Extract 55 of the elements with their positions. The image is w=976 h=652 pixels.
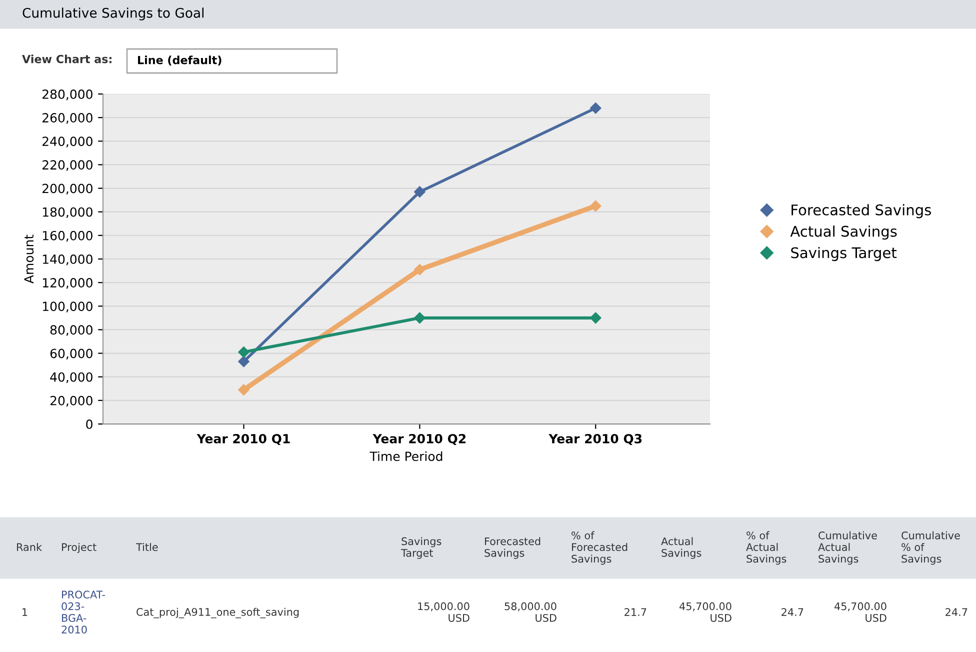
text: Actual Savings bbox=[661, 537, 702, 559]
y-tick-label: 0 bbox=[86, 419, 92, 429]
text: 24.7 bbox=[946, 608, 968, 616]
x-tick-label: Year 2010 Q1 bbox=[196, 434, 290, 446]
point bbox=[590, 200, 602, 212]
y-tick-label: 60,000 bbox=[50, 348, 92, 360]
y-tick-label: 80,000 bbox=[50, 325, 92, 336]
text: 1 bbox=[22, 608, 28, 616]
point bbox=[238, 356, 250, 368]
y-tick-label: 200,000 bbox=[42, 184, 92, 194]
text: 45,700.00 USD bbox=[679, 602, 732, 622]
legend-label: Forecasted Savings bbox=[792, 204, 931, 218]
text: Savings Target bbox=[400, 537, 442, 559]
y-tick-label: 120,000 bbox=[42, 278, 92, 289]
text: Forecasted Savings bbox=[484, 537, 540, 559]
point bbox=[414, 264, 426, 276]
y-axis-title: Amount bbox=[24, 234, 34, 284]
text: Cat_proj_A911_one_soft_saving bbox=[136, 608, 299, 618]
x-tick-label: Year 2010 Q2 bbox=[372, 434, 466, 446]
text: Cumulative % of Savings bbox=[902, 531, 960, 565]
point bbox=[590, 102, 602, 114]
text: Line (default) bbox=[138, 56, 222, 66]
text: Project bbox=[62, 542, 96, 554]
chart-title: Cumulative Savings to Goal bbox=[22, 8, 204, 20]
y-tick-label: 140,000 bbox=[42, 254, 92, 266]
text: % of Actual Savings bbox=[746, 531, 786, 565]
text: Title bbox=[136, 542, 158, 552]
text: 58,000.00 USD bbox=[504, 602, 556, 622]
legend-label: Savings Target bbox=[791, 246, 897, 262]
text: 24.7 bbox=[782, 608, 804, 616]
text: PROCAT- 023- BGA- 2010 bbox=[62, 590, 105, 634]
text: 15,000.00 USD bbox=[418, 602, 470, 622]
point bbox=[238, 346, 250, 358]
text: View Chart as: bbox=[22, 54, 112, 64]
point bbox=[414, 186, 426, 198]
y-tick-label: 260,000 bbox=[42, 113, 92, 124]
text: Cumulative Actual Savings bbox=[818, 531, 877, 565]
y-tick-label: 20,000 bbox=[50, 396, 92, 407]
text: 45,700.00 USD bbox=[834, 602, 886, 622]
x-tick-label: Year 2010 Q3 bbox=[548, 434, 642, 446]
text: % of Forecasted Savings bbox=[572, 531, 628, 565]
text: 21.7 bbox=[624, 608, 646, 616]
y-tick-label: 100,000 bbox=[42, 302, 92, 312]
y-tick-label: 40,000 bbox=[50, 372, 92, 384]
y-tick-label: 160,000 bbox=[42, 230, 92, 242]
point bbox=[238, 384, 250, 396]
y-tick-label: 280,000 bbox=[42, 89, 92, 100]
legend-label: Actual Savings bbox=[790, 226, 897, 240]
text: Rank bbox=[17, 542, 42, 552]
point bbox=[590, 312, 602, 324]
x-axis-title: Time Period bbox=[370, 451, 442, 462]
y-tick-label: 220,000 bbox=[42, 160, 92, 171]
point bbox=[414, 312, 426, 324]
y-tick-label: 180,000 bbox=[42, 207, 92, 218]
y-tick-label: 240,000 bbox=[42, 136, 92, 148]
